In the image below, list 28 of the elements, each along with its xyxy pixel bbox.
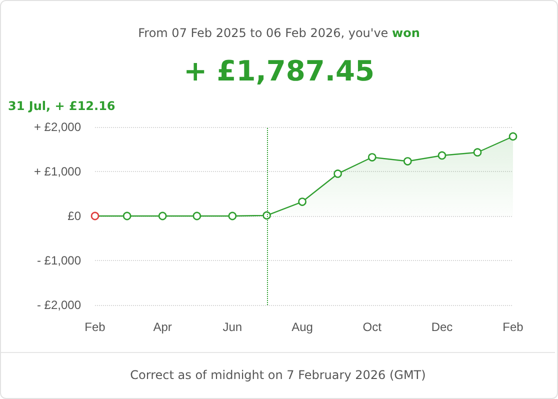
x-tick-label: Apr <box>153 320 172 334</box>
x-tick-label: Feb <box>502 320 524 334</box>
y-tick-label: £0 <box>68 209 82 223</box>
point <box>228 212 237 220</box>
point <box>192 212 202 220</box>
text: 31 Jul, + £12.16 <box>8 99 116 113</box>
y-tick-label: - £2,000 <box>36 298 82 312</box>
point <box>298 198 306 206</box>
chart-title: From 07 Feb 2025 to 06 Feb 2026, you've won <box>138 26 420 40</box>
point <box>122 212 132 220</box>
x-tick-label: Dec <box>431 320 453 334</box>
text: Correct as of midnight on 7 February 2026 (GMT) <box>129 368 427 382</box>
point <box>404 157 412 166</box>
x-tick-label: Jun <box>222 320 242 334</box>
point <box>334 170 342 178</box>
point <box>473 148 482 157</box>
point <box>508 132 518 141</box>
x-tick-label: Feb <box>84 320 106 334</box>
point <box>90 212 100 220</box>
y-tick-label: + £1,000 <box>34 164 82 178</box>
y-tick-label: + £2,000 <box>34 120 82 134</box>
x-tick-label: Oct <box>362 320 382 334</box>
point <box>368 153 376 162</box>
point <box>438 151 446 160</box>
chart-subtitle: + £1,787.45 <box>184 54 374 88</box>
x-tick-label: Aug <box>292 320 313 334</box>
point <box>158 212 167 220</box>
y-tick-label: - £1,000 <box>36 254 82 268</box>
